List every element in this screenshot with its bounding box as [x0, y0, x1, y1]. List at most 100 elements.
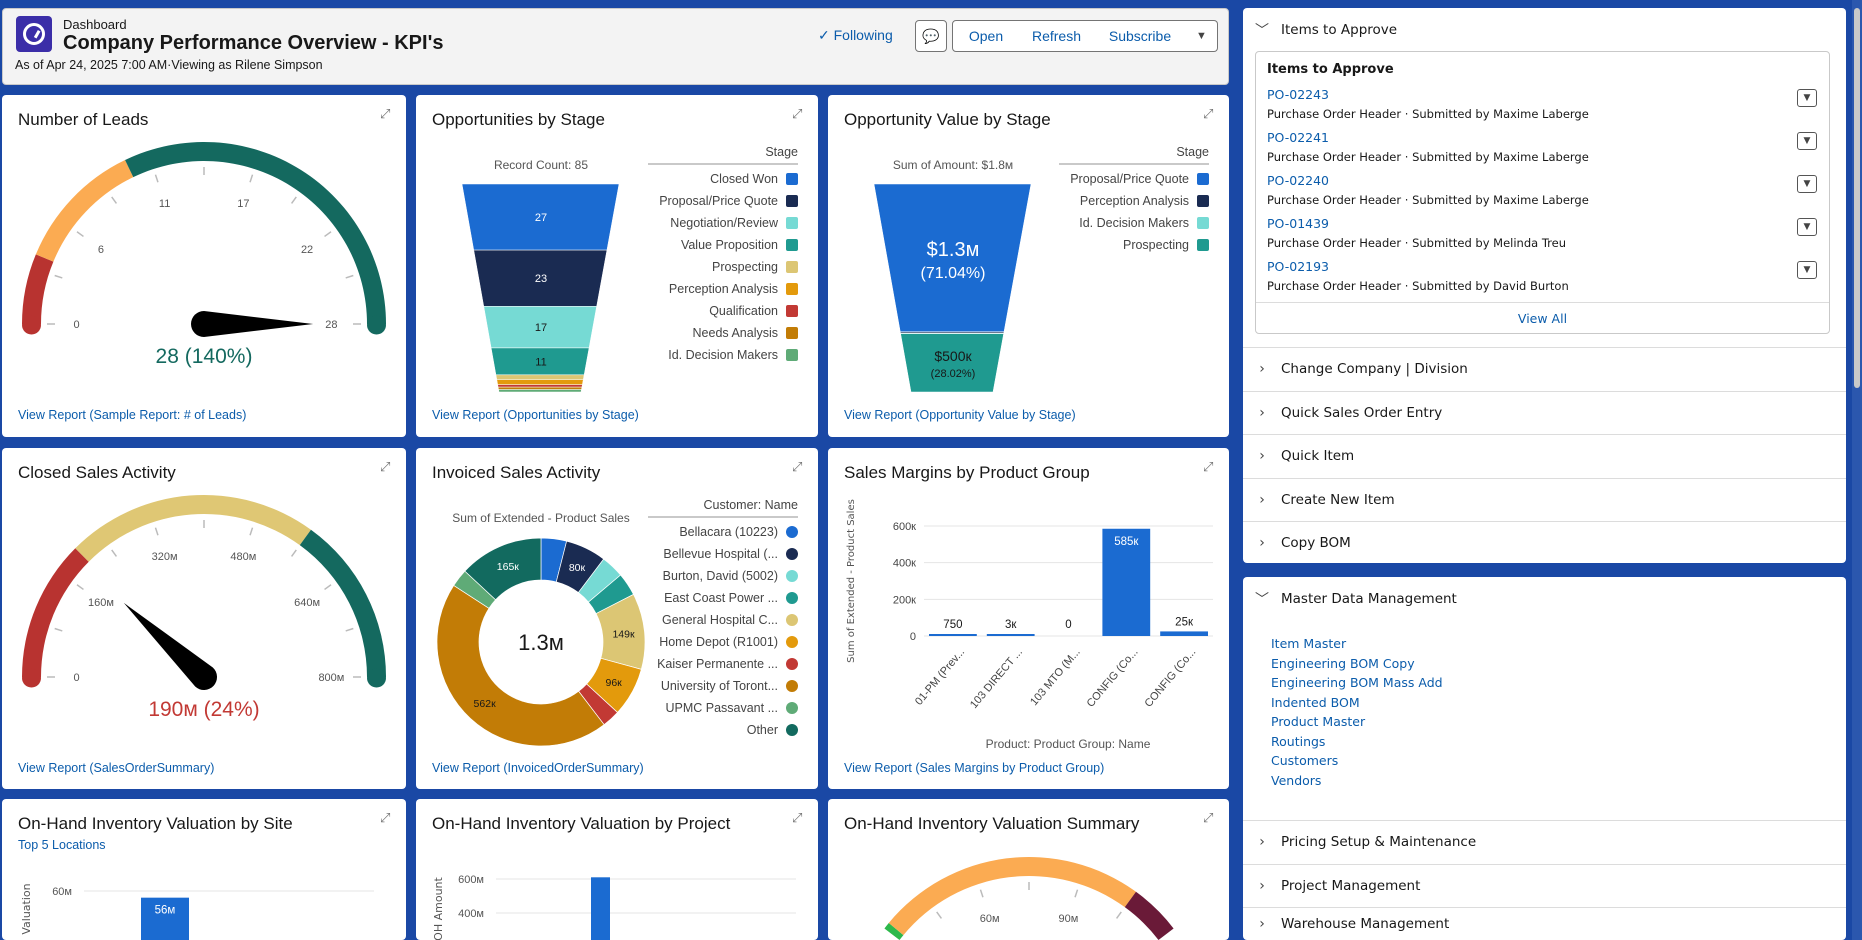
- legend-item[interactable]: Prospecting: [1059, 234, 1209, 256]
- master-data-link[interactable]: Routings: [1271, 733, 1326, 749]
- legend-item[interactable]: Id. Decision Makers: [648, 344, 798, 366]
- legend-item[interactable]: General Hospital C...: [648, 609, 798, 631]
- master-data-link[interactable]: Item Master: [1271, 636, 1347, 651]
- expand-icon[interactable]: ⤢: [1203, 810, 1214, 825]
- view-report-link[interactable]: View Report (Opportunities by Stage): [432, 408, 639, 422]
- following-button[interactable]: ✓ Following: [818, 27, 893, 43]
- accordion-master-data-management[interactable]: ﹀ Master Data Management: [1243, 577, 1846, 620]
- accordion-item[interactable]: › Create New Item: [1243, 477, 1846, 521]
- legend-item[interactable]: Perception Analysis: [1059, 190, 1209, 212]
- legend-item[interactable]: University of Toront...: [648, 675, 798, 697]
- master-data-link[interactable]: Customers: [1271, 753, 1339, 768]
- legend-item[interactable]: Prospecting: [648, 256, 798, 278]
- items-to-approve-box: Items to Approve PO-02243 Purchase Order …: [1255, 51, 1830, 334]
- more-actions-button[interactable]: ▼: [1186, 20, 1218, 52]
- legend-item[interactable]: UPMC Passavant ...: [648, 697, 798, 719]
- legend-item[interactable]: Negotiation/Review: [648, 212, 798, 234]
- legend-item[interactable]: Id. Decision Makers: [1059, 212, 1209, 234]
- legend-label: Id. Decision Makers: [668, 348, 778, 362]
- donut-slice[interactable]: [464, 537, 542, 601]
- expand-icon[interactable]: ⤢: [792, 459, 803, 474]
- accordion-item[interactable]: › Copy BOM: [1243, 521, 1846, 563]
- view-report-link[interactable]: View Report (Sample Report: # of Leads): [18, 408, 247, 422]
- bar[interactable]: [986, 634, 1035, 636]
- accordion-item[interactable]: › Quick Item: [1243, 434, 1846, 477]
- legend-item[interactable]: Closed Won: [648, 168, 798, 190]
- bar[interactable]: [1102, 528, 1151, 636]
- bar[interactable]: [591, 877, 610, 940]
- view-all-link[interactable]: View All: [1256, 302, 1829, 334]
- donut-slice[interactable]: [436, 584, 605, 747]
- legend-item[interactable]: Qualification: [648, 300, 798, 322]
- card-subtitle-link[interactable]: Top 5 Locations: [18, 838, 106, 852]
- expand-icon[interactable]: ⤢: [792, 106, 803, 121]
- funnel-segment[interactable]: [498, 389, 582, 393]
- view-report-link[interactable]: View Report (Opportunity Value by Stage): [844, 408, 1076, 422]
- approval-item-submitter: Submitted by David Burton: [1412, 279, 1569, 293]
- approval-item-link[interactable]: PO-02241: [1267, 130, 1329, 145]
- funnel-segment[interactable]: [497, 386, 583, 390]
- expand-icon[interactable]: ⤢: [1203, 106, 1214, 121]
- approval-item-link[interactable]: PO-02243: [1267, 87, 1329, 102]
- expand-icon[interactable]: ⤢: [380, 106, 391, 121]
- bar[interactable]: [141, 897, 189, 940]
- bar[interactable]: [929, 634, 977, 636]
- legend-item[interactable]: Value Proposition: [648, 234, 798, 256]
- approval-item-link[interactable]: PO-02193: [1267, 259, 1329, 274]
- legend-item[interactable]: Bellevue Hospital (...: [648, 543, 798, 565]
- master-data-link[interactable]: Product Master: [1271, 714, 1366, 729]
- accordion-item[interactable]: › Quick Sales Order Entry: [1243, 390, 1846, 434]
- gauge-tick-label: 800м: [318, 672, 344, 684]
- funnel-segment[interactable]: [900, 333, 1004, 393]
- approval-item-link[interactable]: PO-02240: [1267, 173, 1329, 188]
- item-actions-dropdown[interactable]: ▼: [1797, 132, 1817, 150]
- subscribe-button[interactable]: Subscribe: [1094, 20, 1187, 52]
- funnel-segment[interactable]: [495, 374, 585, 381]
- open-button[interactable]: Open: [952, 20, 1020, 52]
- view-report-link[interactable]: View Report (SalesOrderSummary): [18, 761, 215, 775]
- legend-item[interactable]: Burton, David (5002): [648, 565, 798, 587]
- gauge-needle: [123, 602, 218, 690]
- funnel-segment[interactable]: [497, 384, 583, 388]
- dashboard-header: Dashboard Company Performance Overview -…: [2, 8, 1229, 85]
- accordion-items-to-approve[interactable]: ﹀ Items to Approve: [1243, 8, 1846, 51]
- expand-icon[interactable]: ⤢: [380, 810, 391, 825]
- funnel-segment[interactable]: [496, 379, 584, 385]
- expand-icon[interactable]: ⤢: [792, 810, 803, 825]
- master-data-link[interactable]: Indented BOM: [1271, 694, 1360, 710]
- item-actions-dropdown[interactable]: ▼: [1797, 175, 1817, 193]
- accordion-item[interactable]: › Warehouse Management: [1243, 907, 1846, 940]
- item-actions-dropdown[interactable]: ▼: [1797, 218, 1817, 236]
- gauge-tick: [936, 911, 943, 919]
- slice-label: 562к: [474, 698, 497, 710]
- feed-button[interactable]: 💬: [915, 20, 947, 52]
- item-actions-dropdown[interactable]: ▼: [1797, 89, 1817, 107]
- expand-icon[interactable]: ⤢: [1203, 459, 1214, 474]
- master-data-link[interactable]: Engineering BOM Copy: [1271, 655, 1415, 671]
- legend-item[interactable]: East Coast Power ...: [648, 587, 798, 609]
- legend-item[interactable]: Proposal/Price Quote: [1059, 168, 1209, 190]
- page-scrollbar[interactable]: [1852, 0, 1862, 940]
- legend-item[interactable]: Proposal/Price Quote: [648, 190, 798, 212]
- legend-item[interactable]: Home Depot (R1001): [648, 631, 798, 653]
- item-actions-dropdown[interactable]: ▼: [1797, 261, 1817, 279]
- chevron-down-icon: ▼: [1196, 30, 1207, 42]
- legend-item[interactable]: Kaiser Permanente ...: [648, 653, 798, 675]
- master-data-link[interactable]: Vendors: [1271, 772, 1322, 788]
- accordion-item[interactable]: › Project Management: [1243, 863, 1846, 907]
- approval-item-link[interactable]: PO-01439: [1267, 216, 1329, 231]
- legend-item[interactable]: Bellacara (10223): [648, 521, 798, 543]
- legend-item[interactable]: Needs Analysis: [648, 322, 798, 344]
- accordion-item[interactable]: › Change Company | Division: [1243, 347, 1846, 390]
- expand-icon[interactable]: ⤢: [380, 459, 391, 474]
- scrollbar-thumb[interactable]: [1854, 8, 1860, 388]
- y-tick-label: 600к: [893, 521, 916, 533]
- view-report-link[interactable]: View Report (InvoicedOrderSummary): [432, 761, 644, 775]
- accordion-item[interactable]: › Pricing Setup & Maintenance: [1243, 820, 1846, 863]
- refresh-button[interactable]: Refresh: [1019, 20, 1095, 52]
- legend-item[interactable]: Other: [648, 719, 798, 741]
- legend-item[interactable]: Perception Analysis: [648, 278, 798, 300]
- bar[interactable]: [1160, 631, 1208, 636]
- master-data-link[interactable]: Engineering BOM Mass Add: [1271, 675, 1443, 690]
- view-report-link[interactable]: View Report (Sales Margins by Product Gr…: [844, 761, 1105, 775]
